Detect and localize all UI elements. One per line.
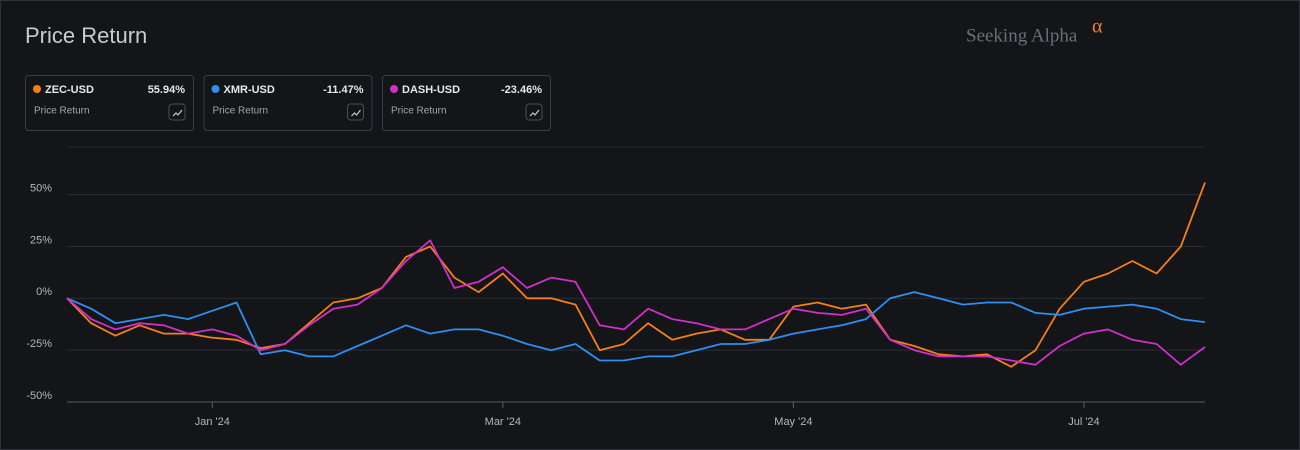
y-tick-label: 0% — [36, 286, 52, 298]
legend-swatch — [390, 85, 398, 93]
legend-card: XMR-USD -11.47% Price Return — [203, 75, 373, 131]
legend-name: XMR-USD — [224, 84, 275, 96]
y-tick-label: -25% — [26, 338, 52, 350]
brand-name: Seeking Alpha — [966, 25, 1078, 46]
card-icon-glyph — [172, 109, 183, 117]
series-line — [66, 239, 1206, 366]
card-icon — [347, 103, 364, 121]
card-label: Price Return — [391, 106, 447, 117]
chart-title: Price Return — [25, 23, 147, 48]
legend-value: -11.47% — [323, 84, 364, 96]
x-tick-label: May '24 — [774, 416, 812, 428]
card-icon — [525, 103, 543, 121]
card-label: Price Return — [34, 106, 90, 117]
legend-name: DASH-USD — [402, 84, 460, 96]
brand-mark: α — [1092, 16, 1103, 38]
card-box — [382, 75, 551, 131]
x-tick-label: Jan '24 — [195, 416, 230, 428]
legend-value: 55.94% — [148, 84, 186, 96]
y-tick-label: 50% — [30, 183, 52, 195]
legend-swatch — [33, 85, 41, 93]
card-label: Price Return — [213, 106, 269, 117]
legend-swatch — [211, 85, 220, 93]
legend-card: ZEC-USD 55.94% Price Return — [25, 75, 194, 131]
series-line — [66, 291, 1206, 362]
y-tick-label: 25% — [30, 234, 52, 246]
card-box — [25, 75, 194, 131]
legend-value: -23.46% — [501, 84, 542, 96]
x-tick-label: Jul '24 — [1068, 416, 1099, 428]
legend-name: ZEC-USD — [45, 84, 94, 96]
y-tick-label: -50% — [26, 390, 52, 402]
card-icon-glyph — [529, 109, 540, 117]
card-icon — [168, 103, 186, 121]
card-icon-glyph — [351, 109, 361, 117]
x-tick-label: Mar '24 — [485, 416, 521, 428]
card-box — [203, 75, 373, 131]
legend-card: DASH-USD -23.46% Price Return — [382, 75, 551, 131]
